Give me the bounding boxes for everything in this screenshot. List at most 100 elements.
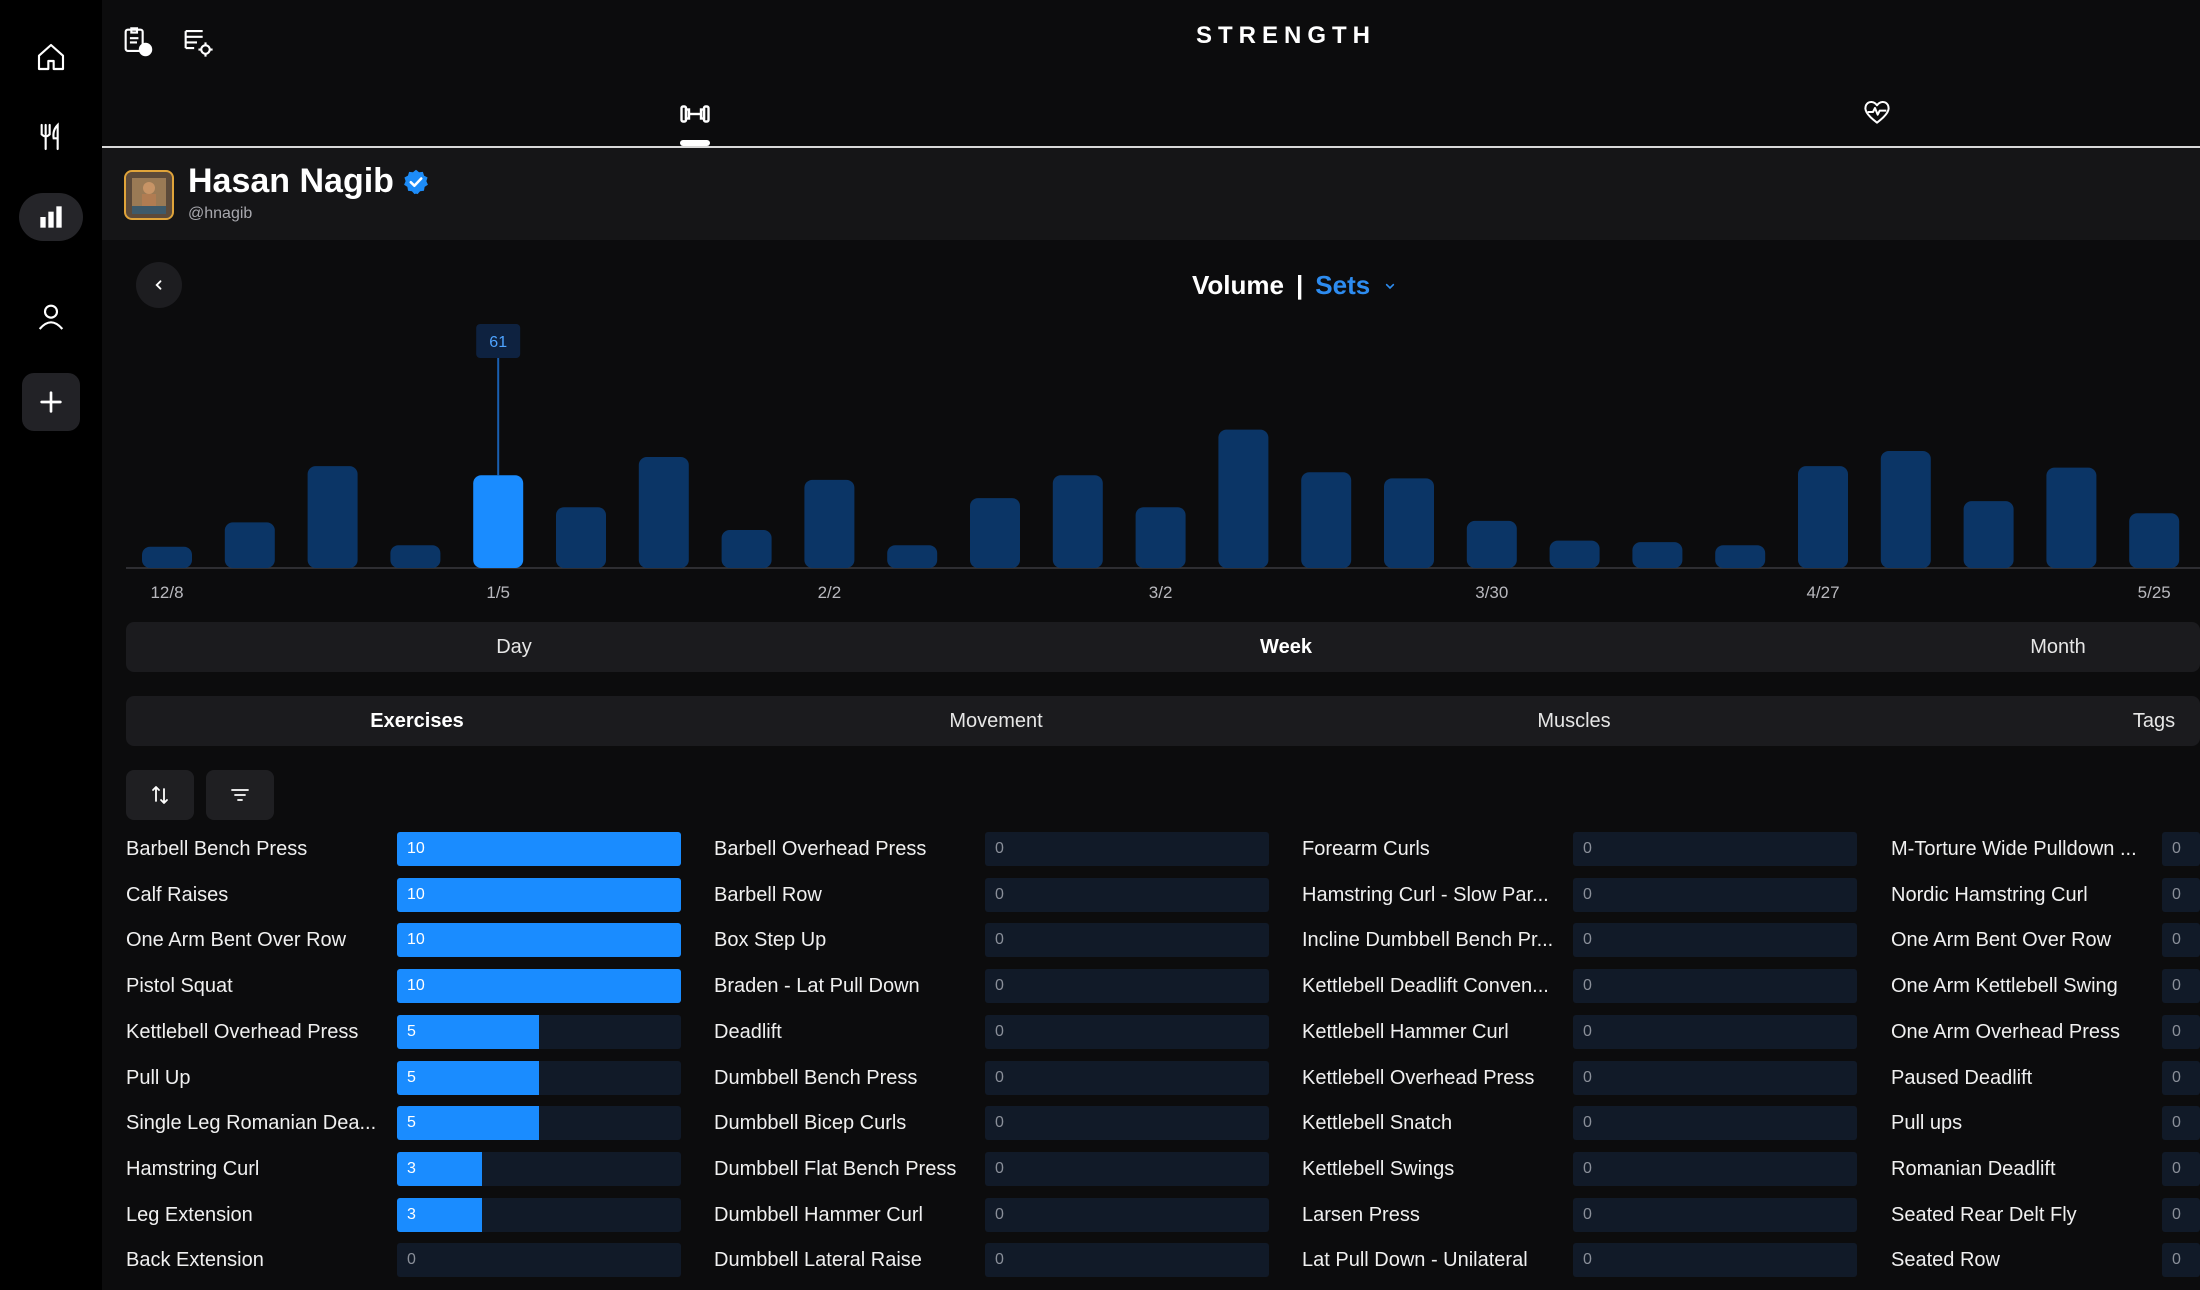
avatar[interactable] (124, 170, 174, 220)
exercise-bar[interactable]: 0 (985, 1243, 1269, 1278)
exercise-name[interactable]: Barbell Overhead Press (714, 838, 927, 860)
chart-bar[interactable] (473, 475, 524, 568)
exercise-bar[interactable]: 0 (1573, 1243, 1857, 1278)
exercise-name[interactable]: Kettlebell Snatch (1302, 1112, 1453, 1135)
metric-volume-label[interactable]: Volume (1192, 270, 1284, 300)
exercise-name[interactable]: Hamstring Curl - Slow Par... (1302, 883, 1549, 906)
exercise-bar[interactable]: 10 (397, 877, 681, 912)
exercise-bar[interactable]: 0 (1573, 1106, 1857, 1141)
exercise-bar[interactable]: 0 (2162, 969, 2200, 1004)
program-settings-button[interactable] (180, 24, 214, 63)
exercise-name[interactable]: Barbell Bench Press (126, 838, 308, 860)
chart-bar[interactable] (887, 545, 938, 568)
chart-bar[interactable] (1880, 450, 1931, 568)
exercise-bar[interactable]: 10 (397, 832, 681, 866)
exercise-name[interactable]: Kettlebell Deadlift Conven... (1302, 975, 1549, 998)
exercise-name[interactable]: Lat Pull Down - Unilateral (1302, 1249, 1528, 1272)
chart-bar[interactable] (1798, 466, 1848, 568)
grouping-option-muscles[interactable]: Muscles (1537, 710, 1611, 732)
exercise-name[interactable]: Braden - Lat Pull Down (714, 975, 920, 998)
exercise-bar[interactable]: 0 (2162, 1243, 2200, 1278)
exercise-bar[interactable]: 3 (397, 1197, 681, 1232)
exercise-bar[interactable]: 0 (2162, 1014, 2200, 1049)
chart-bar[interactable] (638, 457, 689, 568)
exercise-name[interactable]: Leg Extension (126, 1203, 253, 1226)
exercise-bar[interactable]: 0 (985, 1151, 1269, 1186)
metric-sets-dropdown[interactable]: Sets (1315, 270, 1371, 300)
exercise-name[interactable]: Pull ups (1891, 1112, 1963, 1135)
exercise-name[interactable]: Dumbbell Bicep Curls (714, 1112, 907, 1135)
chart-bar[interactable] (1963, 501, 2014, 568)
period-option-month[interactable]: Month (2030, 636, 2086, 658)
filter-button[interactable] (206, 770, 274, 820)
period-option-week[interactable]: Week (1260, 636, 1312, 658)
add-button[interactable] (22, 373, 80, 431)
exercise-name[interactable]: Calf Raises (126, 883, 229, 906)
exercise-name[interactable]: Deadlift (714, 1020, 782, 1043)
period-option-day[interactable]: Day (496, 636, 532, 658)
chart-bar[interactable] (2129, 513, 2180, 568)
chart-bar[interactable] (721, 530, 772, 568)
chart-bar[interactable] (1466, 520, 1517, 568)
chart-bar[interactable] (1632, 542, 1683, 568)
chart-bar[interactable] (556, 507, 606, 568)
exercise-bar[interactable]: 0 (2162, 832, 2200, 866)
exercise-name[interactable]: M-Torture Wide Pulldown ... (1891, 838, 2137, 860)
exercise-name[interactable]: Pistol Squat (126, 975, 233, 998)
chart-bar[interactable] (142, 546, 192, 568)
tab-strength[interactable] (677, 96, 713, 137)
exercise-bar[interactable]: 5 (397, 1060, 681, 1095)
chart-bar[interactable] (1135, 507, 1186, 568)
exercise-bar[interactable]: 10 (397, 923, 681, 958)
exercise-name[interactable]: One Arm Overhead Press (1891, 1020, 2120, 1043)
nav-nutrition-button[interactable] (20, 108, 82, 166)
exercise-bar[interactable]: 10 (397, 969, 681, 1004)
exercise-name[interactable]: One Arm Bent Over Row (126, 929, 347, 952)
grouping-option-exercises[interactable]: Exercises (370, 710, 464, 732)
exercise-name[interactable]: Dumbbell Lateral Raise (714, 1249, 922, 1272)
exercise-name[interactable]: Pull Up (126, 1066, 191, 1089)
exercise-name[interactable]: Seated Row (1891, 1249, 2000, 1272)
exercise-name[interactable]: Hamstring Curl (126, 1157, 260, 1180)
exercise-name[interactable]: Barbell Row (714, 883, 822, 906)
exercise-bar[interactable]: 0 (1573, 923, 1857, 958)
exercise-bar[interactable]: 0 (1573, 969, 1857, 1004)
exercise-bar[interactable]: 0 (2162, 1151, 2200, 1186)
exercise-bar[interactable]: 0 (1573, 1014, 1857, 1049)
exercise-bar[interactable]: 0 (985, 877, 1269, 912)
exercise-bar[interactable]: 0 (985, 1060, 1269, 1095)
exercise-bar[interactable]: 0 (985, 832, 1269, 866)
exercise-name[interactable]: Forearm Curls (1302, 838, 1430, 860)
exercise-name[interactable]: Nordic Hamstring Curl (1891, 883, 2088, 906)
exercise-name[interactable]: Kettlebell Overhead Press (1302, 1066, 1535, 1089)
exercise-name[interactable]: Box Step Up (714, 929, 827, 952)
nav-stats-button[interactable] (19, 193, 83, 241)
exercise-bar[interactable]: 0 (2162, 1106, 2200, 1141)
exercise-bar[interactable]: 0 (1573, 832, 1857, 866)
chart-bar[interactable] (1715, 545, 1766, 568)
exercise-bar[interactable]: 0 (1573, 877, 1857, 912)
chart-bar[interactable] (390, 545, 441, 568)
exercise-bar[interactable]: 0 (1573, 1151, 1857, 1186)
grouping-option-movement[interactable]: Movement (949, 710, 1043, 732)
nav-profile-button[interactable] (20, 288, 82, 346)
grouping-option-tags[interactable]: Tags (2132, 710, 2176, 732)
chart-bar[interactable] (307, 466, 358, 568)
exercise-bar[interactable]: 3 (397, 1151, 681, 1186)
exercise-bar[interactable]: 0 (985, 1197, 1269, 1232)
exercise-name[interactable]: Seated Rear Delt Fly (1891, 1203, 2077, 1226)
previous-range-button[interactable] (136, 262, 182, 308)
exercise-bar[interactable]: 5 (397, 1106, 681, 1141)
tab-cardio[interactable] (1861, 96, 1893, 133)
exercise-bar[interactable]: 0 (1573, 1060, 1857, 1095)
exercise-name[interactable]: Kettlebell Hammer Curl (1302, 1020, 1509, 1043)
exercise-name[interactable]: Dumbbell Hammer Curl (714, 1203, 923, 1226)
chart-bar[interactable] (1052, 475, 1103, 568)
exercise-name[interactable]: Back Extension (126, 1249, 264, 1272)
exercise-bar[interactable]: 0 (985, 969, 1269, 1004)
exercise-name[interactable]: Kettlebell Swings (1302, 1157, 1455, 1180)
chart-bar[interactable] (1218, 429, 1269, 568)
exercise-name[interactable]: One Arm Kettlebell Swing (1891, 975, 2118, 998)
chart-bar[interactable] (2046, 467, 2097, 568)
chart-bar[interactable] (224, 522, 275, 568)
